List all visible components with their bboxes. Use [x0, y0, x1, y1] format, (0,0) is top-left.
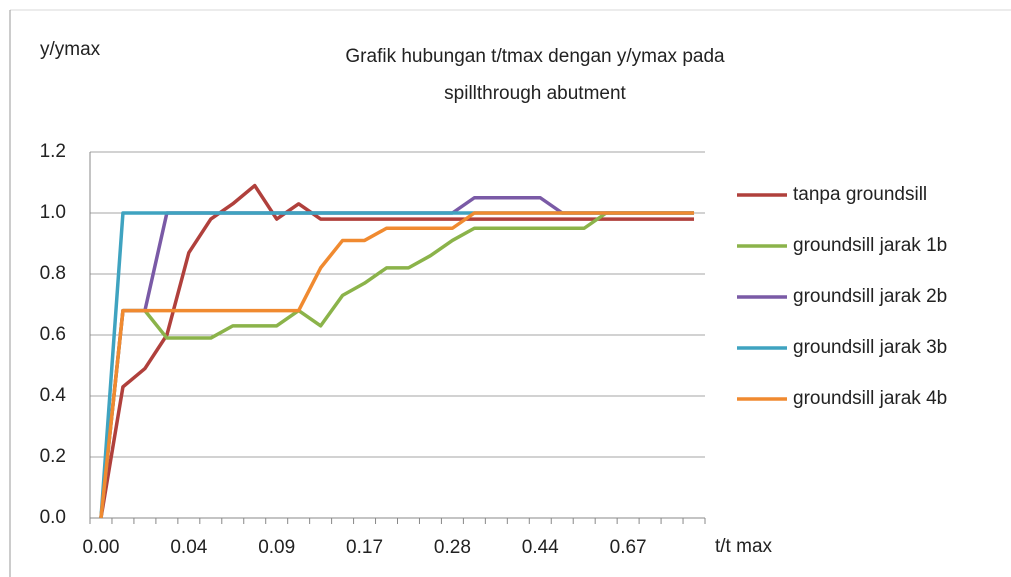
y-tick-label: 0.0: [40, 507, 66, 528]
x-tick-label: 0.28: [434, 537, 471, 558]
x-tick-label: 0.04: [170, 537, 207, 558]
x-tick-label: 0.09: [258, 537, 295, 558]
y-tick-label: 0.2: [40, 446, 66, 467]
series-line: [99, 211, 695, 519]
legend-label: groundsill jarak 1b: [793, 235, 947, 256]
x-axis-title: t/t max: [715, 536, 773, 557]
chart-title: spillthrough abutment: [444, 83, 626, 104]
x-tick-label: 0.67: [610, 537, 647, 558]
series-line: [99, 196, 695, 519]
legend-label: groundsill jarak 4b: [793, 388, 947, 409]
y-tick-label: 0.4: [40, 385, 67, 406]
legend-label: groundsill jarak 3b: [793, 337, 947, 358]
series-line: [99, 211, 695, 519]
y-tick-label: 1.2: [40, 141, 66, 162]
y-tick-label: 0.8: [40, 263, 66, 284]
x-tick-label: 0.17: [346, 537, 383, 558]
legend-label: tanpa groundsill: [793, 184, 927, 205]
chart-title: Grafik hubungan t/tmax dengan y/ymax pad…: [345, 46, 725, 67]
x-tick-label: 0.00: [82, 537, 119, 558]
y-tick-label: 0.6: [40, 324, 66, 345]
series-line: [99, 211, 695, 519]
x-tick-label: 0.44: [522, 537, 559, 558]
legend-label: groundsill jarak 2b: [793, 286, 947, 307]
y-tick-label: 1.0: [40, 202, 66, 223]
series-line: [99, 183, 695, 519]
y-axis-title: y/ymax: [40, 39, 101, 60]
